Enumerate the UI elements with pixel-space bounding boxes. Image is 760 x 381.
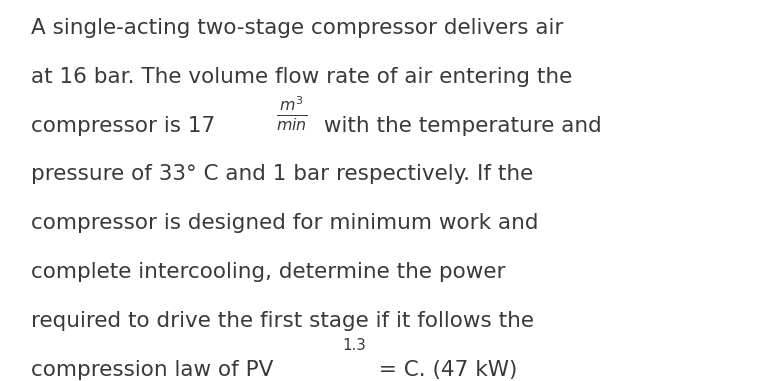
Text: compressor is designed for minimum work and: compressor is designed for minimum work … <box>31 213 539 234</box>
Text: compressor is 17: compressor is 17 <box>31 115 223 136</box>
Text: = C. (47 kW): = C. (47 kW) <box>372 360 518 380</box>
Text: with the temperature and: with the temperature and <box>317 115 602 136</box>
Text: $\frac{m^3}{min}$: $\frac{m^3}{min}$ <box>276 94 308 133</box>
Text: at 16 bar. The volume flow rate of air entering the: at 16 bar. The volume flow rate of air e… <box>31 67 573 86</box>
Text: complete intercooling, determine the power: complete intercooling, determine the pow… <box>31 263 506 282</box>
Text: required to drive the first stage if it follows the: required to drive the first stage if it … <box>31 311 534 331</box>
Text: A single-acting two-stage compressor delivers air: A single-acting two-stage compressor del… <box>31 18 564 38</box>
Text: pressure of 33° C and 1 bar respectively. If the: pressure of 33° C and 1 bar respectively… <box>31 165 534 184</box>
Text: compression law of PV: compression law of PV <box>31 360 274 380</box>
Text: 1.3: 1.3 <box>342 338 366 353</box>
